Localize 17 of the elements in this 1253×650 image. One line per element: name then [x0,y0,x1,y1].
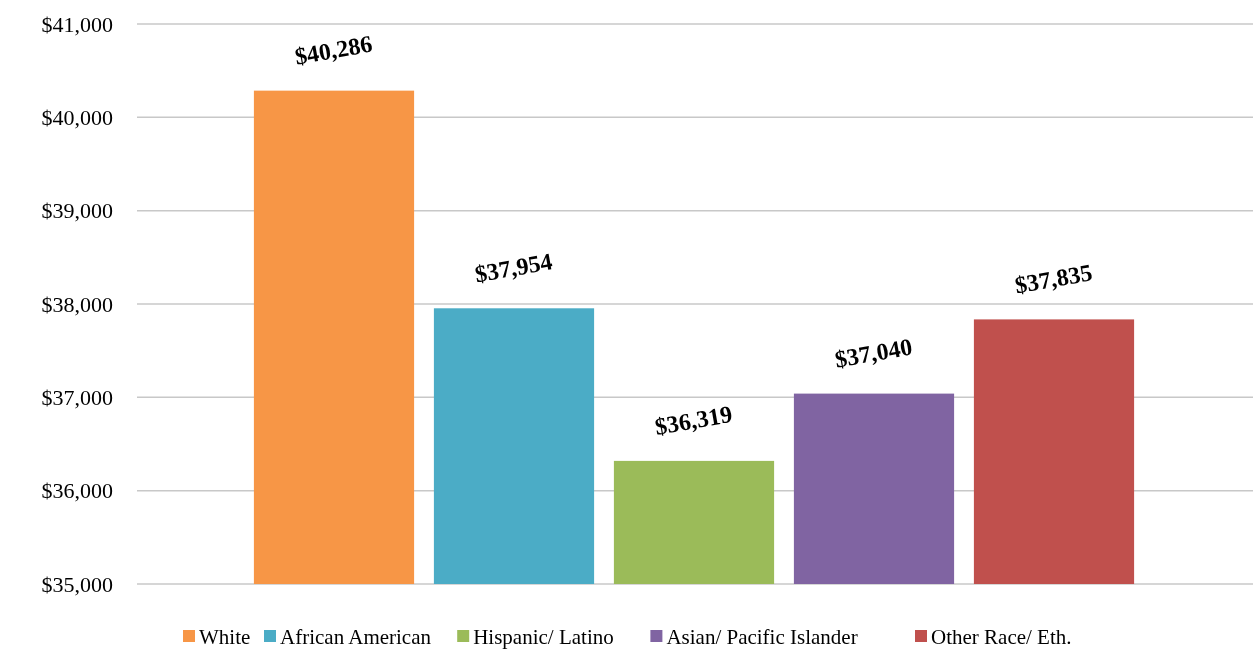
y-tick-label: $41,000 [41,11,113,37]
y-tick-label: $36,000 [41,478,113,504]
text: $37,835 [1012,259,1095,299]
text: $37,954 [472,248,555,288]
legend-label: Other Race/ Eth. [931,625,1072,650]
y-tick-label: $37,000 [41,385,113,411]
y-tick-label: $40,000 [41,105,113,131]
y-tick-label: $35,000 [41,571,113,597]
legend-label: African American [280,625,432,650]
y-tick-label: $38,000 [41,291,113,317]
text: $36,319 [652,400,735,441]
text: $40,286 [292,30,375,70]
text: $37,040 [832,333,915,373]
y-tick-label: $39,000 [41,198,113,224]
legend-label: Hispanic/ Latino [473,625,614,650]
legend-label: Asian/ Pacific Islander [666,625,858,650]
legend-label: White [199,625,251,650]
